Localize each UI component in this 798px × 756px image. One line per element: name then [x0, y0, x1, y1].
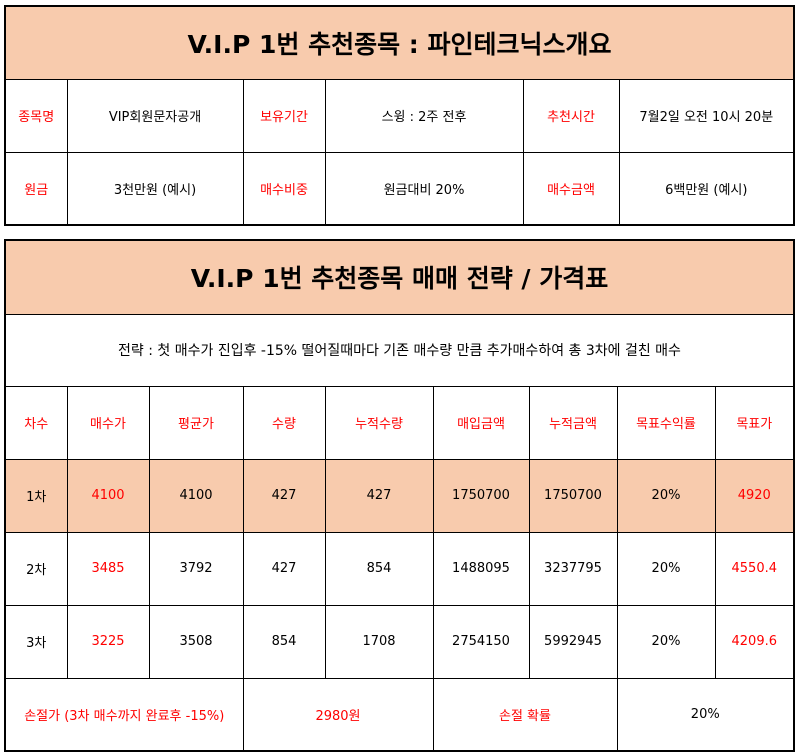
row-quantity: 854 — [242, 604, 326, 679]
row-quantity: 427 — [242, 531, 326, 606]
stoploss-probability-value: 20% — [616, 677, 795, 752]
row-target-price: 4920 — [714, 458, 795, 533]
row-buy-amount: 1750700 — [432, 458, 530, 533]
stoploss-label: 손절가 (3차 매수까지 완료후 -15%) — [4, 677, 244, 752]
header-avg-price: 평균가 — [148, 385, 244, 460]
header-quantity: 수량 — [242, 385, 326, 460]
row-cum-amount: 1750700 — [528, 458, 618, 533]
stoploss-value: 2980원 — [242, 677, 434, 752]
strategy-description: 전략 : 첫 매수가 진입후 -15% 떨어질때마다 기존 매수량 만큼 추가매… — [4, 313, 795, 387]
row-round: 1차 — [4, 458, 68, 533]
strategy-title: V.I.P 1번 추천종목 매매 전략 / 가격표 — [4, 239, 795, 315]
page-title: V.I.P 1번 추천종목 : 파인테크닉스개요 — [4, 5, 795, 80]
stock-info-table: V.I.P 1번 추천종목 : 파인테크닉스개요 종목명 VIP회원문자공개 보… — [4, 5, 796, 226]
stoploss-row: 손절가 (3차 매수까지 완료후 -15%) 2980원 손절 확률 20% — [4, 677, 795, 752]
row-avg-price: 4100 — [148, 458, 244, 533]
info-label-principal: 원금 — [4, 151, 68, 226]
header-cum-quantity: 누적수량 — [324, 385, 434, 460]
strategy-price-table: V.I.P 1번 추천종목 매매 전략 / 가격표 전략 : 첫 매수가 진입후… — [4, 239, 796, 752]
row-cum-amount: 3237795 — [528, 531, 618, 606]
info-value-stock-name: VIP회원문자공개 — [66, 78, 244, 153]
table-header-row: 차수 매수가 평균가 수량 누적수량 매입금액 누적금액 목표수익률 목표가 — [4, 385, 795, 460]
info-label-buy-weight: 매수비중 — [242, 151, 326, 226]
info-value-principal: 3천만원 (예시) — [66, 151, 244, 226]
row-avg-price: 3792 — [148, 531, 244, 606]
table-row: 2차 3485 3792 427 854 1488095 3237795 20%… — [4, 531, 795, 606]
stoploss-probability-label: 손절 확률 — [432, 677, 618, 752]
row-quantity: 427 — [242, 458, 326, 533]
row-target-price: 4209.6 — [714, 604, 795, 679]
info-value-recommend-time: 7월2일 오전 10시 20분 — [618, 78, 795, 153]
row-avg-price: 3508 — [148, 604, 244, 679]
info-value-buy-weight: 원금대비 20% — [324, 151, 524, 226]
row-target-return: 20% — [616, 531, 716, 606]
row-cum-quantity: 1708 — [324, 604, 434, 679]
table-row: 3차 3225 3508 854 1708 2754150 5992945 20… — [4, 604, 795, 679]
row-buy-price: 3225 — [66, 604, 150, 679]
header-cum-amount: 누적금액 — [528, 385, 618, 460]
row-buy-amount: 2754150 — [432, 604, 530, 679]
row-cum-quantity: 427 — [324, 458, 434, 533]
row-round: 2차 — [4, 531, 68, 606]
info-value-holding-period: 스윙 : 2주 전후 — [324, 78, 524, 153]
info-value-buy-amount: 6백만원 (예시) — [618, 151, 795, 226]
row-cum-quantity: 854 — [324, 531, 434, 606]
header-buy-price: 매수가 — [66, 385, 150, 460]
row-buy-amount: 1488095 — [432, 531, 530, 606]
header-round: 차수 — [4, 385, 68, 460]
row-cum-amount: 5992945 — [528, 604, 618, 679]
row-target-price: 4550.4 — [714, 531, 795, 606]
header-target-return: 목표수익률 — [616, 385, 716, 460]
header-target-price: 목표가 — [714, 385, 795, 460]
row-target-return: 20% — [616, 604, 716, 679]
info-label-buy-amount: 매수금액 — [522, 151, 620, 226]
info-label-stock-name: 종목명 — [4, 78, 68, 153]
row-buy-price: 3485 — [66, 531, 150, 606]
row-round: 3차 — [4, 604, 68, 679]
row-target-return: 20% — [616, 458, 716, 533]
row-buy-price: 4100 — [66, 458, 150, 533]
header-buy-amount: 매입금액 — [432, 385, 530, 460]
table-row: 1차 4100 4100 427 427 1750700 1750700 20%… — [4, 458, 795, 533]
info-label-holding-period: 보유기간 — [242, 78, 326, 153]
info-label-recommend-time: 추천시간 — [522, 78, 620, 153]
